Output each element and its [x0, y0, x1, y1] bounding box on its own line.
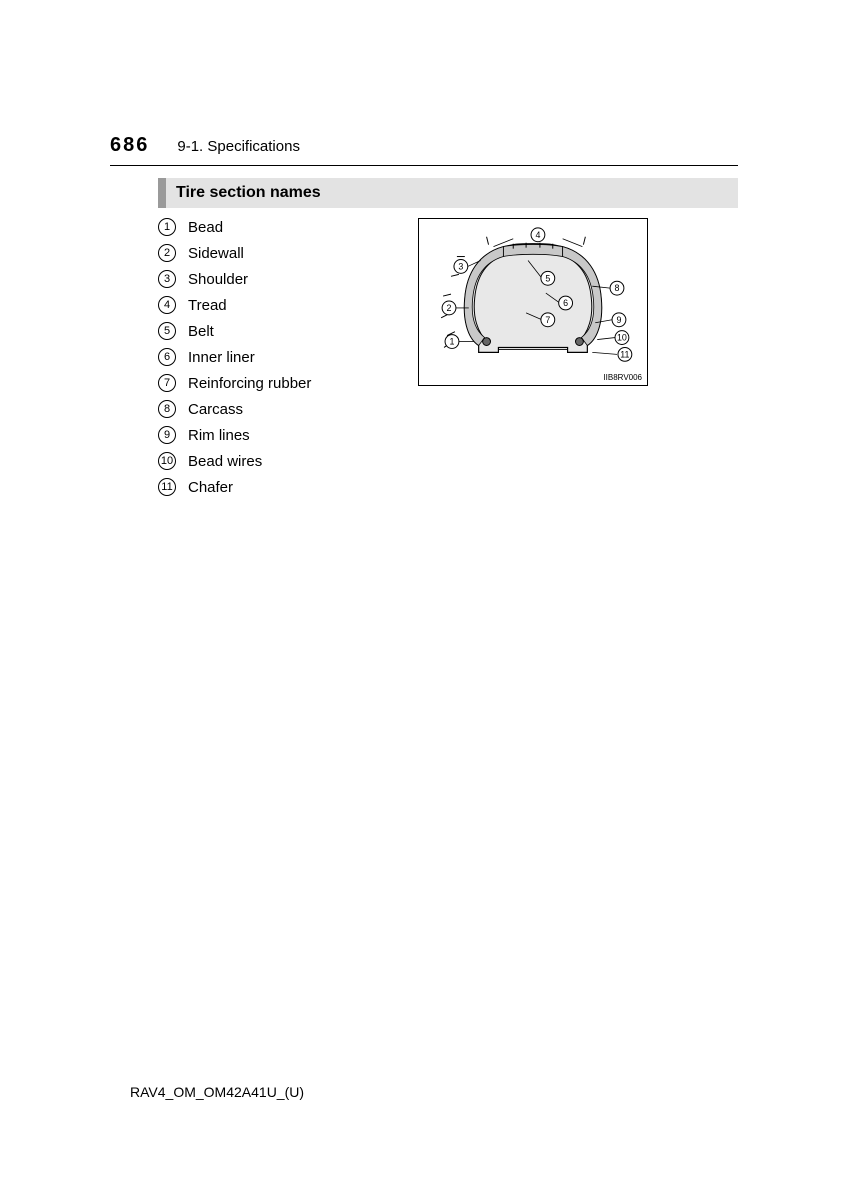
item-number-badge: 6 — [158, 348, 176, 366]
section-title: Tire section names — [158, 178, 738, 208]
tire-diagram: 1 2 3 4 5 6 7 8 9 10 11 IIB8RV006 — [418, 218, 648, 386]
item-label: Bead — [188, 219, 223, 236]
content-area: Tire section names 1 Bead 2 Sidewall 3 Should… — [158, 178, 738, 504]
callout-number: 10 — [617, 333, 627, 343]
columns: 1 Bead 2 Sidewall 3 Shoulder 4 Tread 5 Belt 6 Inner… — [158, 218, 738, 504]
list-item: 3 Shoulder — [158, 270, 398, 288]
item-number-badge: 2 — [158, 244, 176, 262]
list-item: 1 Bead — [158, 218, 398, 236]
item-number-badge: 1 — [158, 218, 176, 236]
list-item: 5 Belt — [158, 322, 398, 340]
list-item: 11 Chafer — [158, 478, 398, 496]
list-item: 7 Reinforcing rubber — [158, 374, 398, 392]
callout-number: 9 — [616, 315, 621, 325]
parts-list: 1 Bead 2 Sidewall 3 Shoulder 4 Tread 5 Belt 6 Inner… — [158, 218, 398, 504]
callout-number: 11 — [620, 349, 629, 359]
leader-line — [563, 239, 583, 247]
item-label: Tread — [188, 297, 227, 314]
page-header: 686 9-1. Specifications — [110, 134, 738, 166]
item-label: Rim lines — [188, 427, 250, 444]
item-label: Sidewall — [188, 245, 244, 262]
item-number-badge: 7 — [158, 374, 176, 392]
item-label: Chafer — [188, 479, 233, 496]
callout-number: 8 — [615, 283, 620, 293]
item-number-badge: 5 — [158, 322, 176, 340]
leader-line — [597, 338, 615, 340]
diagram-column: 1 2 3 4 5 6 7 8 9 10 11 IIB8RV006 — [418, 218, 738, 504]
callout-number: 3 — [458, 261, 463, 271]
list-item: 8 Carcass — [158, 400, 398, 418]
list-item: 10 Bead wires — [158, 452, 398, 470]
bead-left — [483, 338, 491, 346]
item-label: Carcass — [188, 401, 243, 418]
leader-line — [592, 352, 617, 354]
list-item: 2 Sidewall — [158, 244, 398, 262]
list-item: 4 Tread — [158, 296, 398, 314]
item-label: Inner liner — [188, 349, 255, 366]
tire-diagram-svg: 1 2 3 4 5 6 7 8 9 10 11 — [419, 219, 647, 385]
tick-mark — [487, 237, 489, 245]
bead-right — [575, 338, 583, 346]
item-number-badge: 9 — [158, 426, 176, 444]
item-label: Reinforcing rubber — [188, 375, 311, 392]
item-number-badge: 11 — [158, 478, 176, 496]
diagram-code: IIB8RV006 — [603, 373, 642, 382]
callout-number: 5 — [545, 273, 550, 283]
callout-number: 7 — [545, 315, 550, 325]
item-number-badge: 3 — [158, 270, 176, 288]
callout-number: 2 — [447, 303, 452, 313]
list-item: 6 Inner liner — [158, 348, 398, 366]
callout-number: 6 — [563, 298, 568, 308]
tick-mark — [443, 294, 451, 296]
callout-number: 1 — [450, 336, 455, 346]
footer-doc-code: RAV4_OM_OM42A41U_(U) — [130, 1084, 304, 1100]
tick-mark — [451, 274, 459, 276]
page-number: 686 — [110, 134, 149, 157]
item-number-badge: 10 — [158, 452, 176, 470]
item-label: Bead wires — [188, 453, 262, 470]
item-number-badge: 4 — [158, 296, 176, 314]
item-label: Belt — [188, 323, 214, 340]
callout-number: 4 — [535, 230, 540, 240]
item-label: Shoulder — [188, 271, 248, 288]
tick-mark — [583, 237, 585, 245]
item-number-badge: 8 — [158, 400, 176, 418]
list-item: 9 Rim lines — [158, 426, 398, 444]
section-reference: 9-1. Specifications — [177, 138, 300, 155]
